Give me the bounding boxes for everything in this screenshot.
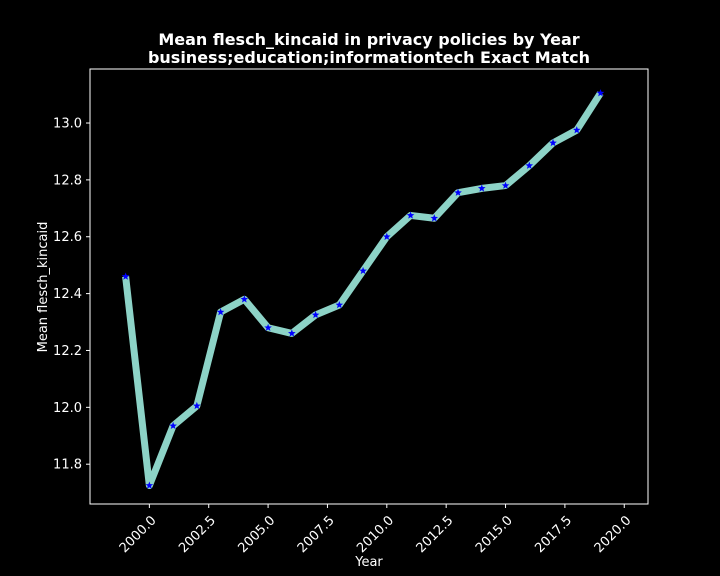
chart-title-line-2: business;education;informationtech Exact…: [148, 48, 590, 67]
marker-series: [121, 89, 605, 489]
data-point-marker: [311, 310, 320, 319]
data-point-marker: [525, 161, 534, 169]
data-point-marker: [288, 329, 296, 337]
y-tick-label: 12.6: [53, 230, 82, 245]
x-tick-label: 2010.0: [354, 513, 397, 556]
x-tick-label: 2020.0: [592, 513, 635, 556]
y-tick-label: 11.8: [53, 458, 82, 473]
data-point-marker: [549, 138, 557, 147]
chart-title: Mean flesch_kincaid in privacy policies …: [148, 30, 590, 67]
data-point-marker: [169, 421, 177, 430]
data-point-marker: [359, 266, 367, 275]
line-series: [122, 91, 604, 490]
data-point-marker: [193, 401, 201, 410]
x-tick-label: 2015.0: [473, 513, 516, 556]
x-tick-label: 2007.5: [295, 513, 338, 556]
x-axis-ticks: 2000.0 2002.5 2005.0 2007.5 2010.0 2012.5 2015…: [117, 504, 635, 556]
data-point-marker: [264, 323, 272, 331]
x-tick-label: 2005.0: [236, 513, 279, 556]
plot-area-frame: [89, 68, 649, 505]
x-tick-label: 2000.0: [117, 513, 160, 556]
x-axis-label: Year: [354, 555, 383, 570]
data-point-marker: [454, 188, 462, 196]
data-point-marker: [572, 126, 581, 134]
x-tick-label: 2012.5: [414, 513, 457, 556]
x-tick-label: 2017.5: [532, 513, 575, 556]
data-point-marker: [121, 272, 130, 280]
series-line: [122, 91, 604, 490]
data-point-marker: [240, 295, 249, 303]
data-point-marker: [477, 184, 486, 192]
data-point-marker: [501, 181, 510, 189]
y-tick-label: 13.0: [53, 117, 82, 132]
y-tick-label: 12.0: [53, 401, 82, 416]
data-point-marker: [145, 481, 154, 489]
data-point-marker: [216, 308, 225, 316]
y-axis-label: Mean flesch_kincaid: [36, 222, 51, 353]
y-tick-label: 12.8: [53, 173, 82, 188]
data-point-marker: [335, 300, 344, 309]
x-tick-label: 2002.5: [176, 513, 219, 556]
data-point-marker: [406, 211, 415, 219]
y-axis-ticks: 11.8 12.0 12.2 12.4 12.6 12.8 13.0: [53, 117, 90, 473]
y-tick-label: 12.4: [53, 287, 82, 302]
chart-title-line-1: Mean flesch_kincaid in privacy policies …: [158, 30, 579, 49]
data-point-marker: [596, 89, 605, 97]
data-point-marker: [430, 214, 439, 222]
y-tick-label: 12.2: [53, 344, 82, 359]
data-point-marker: [383, 232, 391, 240]
